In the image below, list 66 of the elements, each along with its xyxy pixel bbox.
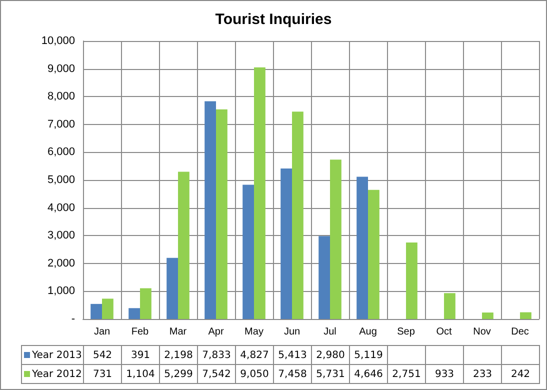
data-label: 4,827 <box>236 346 274 364</box>
y-tick-label: 8,000 <box>47 90 75 103</box>
y-tick-label: 1,000 <box>47 285 75 298</box>
data-label: 242 <box>502 364 540 384</box>
data-label: 5,299 <box>160 364 198 384</box>
chart-title: Tourist Inquiries <box>215 11 332 28</box>
bar <box>330 160 342 319</box>
data-label: 731 <box>84 364 122 384</box>
bar <box>318 236 330 319</box>
bar <box>368 190 380 319</box>
bar <box>356 176 368 319</box>
x-tick-label: Sep <box>397 326 416 338</box>
y-tick-label: 3,000 <box>47 230 75 242</box>
bar <box>140 288 152 319</box>
data-label: 542 <box>84 346 122 364</box>
data-label: 5,119 <box>350 346 388 364</box>
y-tick-label: 5,000 <box>47 174 75 186</box>
x-tick-label: Aug <box>359 326 377 338</box>
data-label: 1,104 <box>122 364 160 384</box>
bar <box>178 172 190 319</box>
x-tick-label: Dec <box>511 326 529 338</box>
data-label: 2,751 <box>388 364 426 384</box>
bar <box>482 312 494 319</box>
data-label: 7,458 <box>274 364 312 384</box>
x-tick-label: May <box>244 326 264 338</box>
data-label: 5,731 <box>312 364 350 384</box>
x-tick-label: Jan <box>94 326 110 338</box>
bar <box>406 242 418 319</box>
data-label: 2,980 <box>312 346 350 364</box>
x-tick-label: Nov <box>473 326 491 338</box>
x-tick-label: Feb <box>131 326 150 338</box>
y-tick-label: 10,000 <box>41 35 75 47</box>
data-label: 7,542 <box>198 364 236 384</box>
x-tick-label: Jul <box>324 326 336 338</box>
bar <box>90 304 102 319</box>
bar <box>128 308 140 319</box>
y-tick-label: 9,000 <box>47 62 75 75</box>
data-label: 4,646 <box>350 364 388 384</box>
bar <box>444 293 456 319</box>
x-tick-label: Apr <box>208 326 224 338</box>
x-tick-label: Mar <box>169 326 188 338</box>
x-tick-label: Jun <box>284 326 300 338</box>
data-label: 391 <box>122 346 160 364</box>
bar <box>216 109 228 319</box>
bar <box>102 298 114 319</box>
y-tick-label: - <box>71 313 76 325</box>
data-label: 933 <box>426 364 464 384</box>
y-tick-label: 2,000 <box>47 257 75 270</box>
data-label: 2,198 <box>160 346 198 364</box>
y-tick-label: 7,000 <box>47 118 75 130</box>
data-label: 9,050 <box>236 364 274 384</box>
data-label: 233 <box>464 364 502 384</box>
data-label: 5,413 <box>274 346 312 364</box>
x-tick-label: Oct <box>436 326 452 338</box>
legend-label: Year 2013 <box>22 346 84 364</box>
bar <box>204 101 216 319</box>
bar <box>254 67 266 319</box>
bar <box>242 184 254 319</box>
y-tick-label: 4,000 <box>47 202 75 214</box>
data-label: 7,833 <box>198 346 236 364</box>
bar <box>280 168 292 319</box>
bar <box>520 312 532 319</box>
bar <box>166 258 178 319</box>
legend-label: Year 2012 <box>22 364 84 384</box>
y-tick-label: 6,000 <box>47 146 75 158</box>
bar <box>292 112 304 319</box>
